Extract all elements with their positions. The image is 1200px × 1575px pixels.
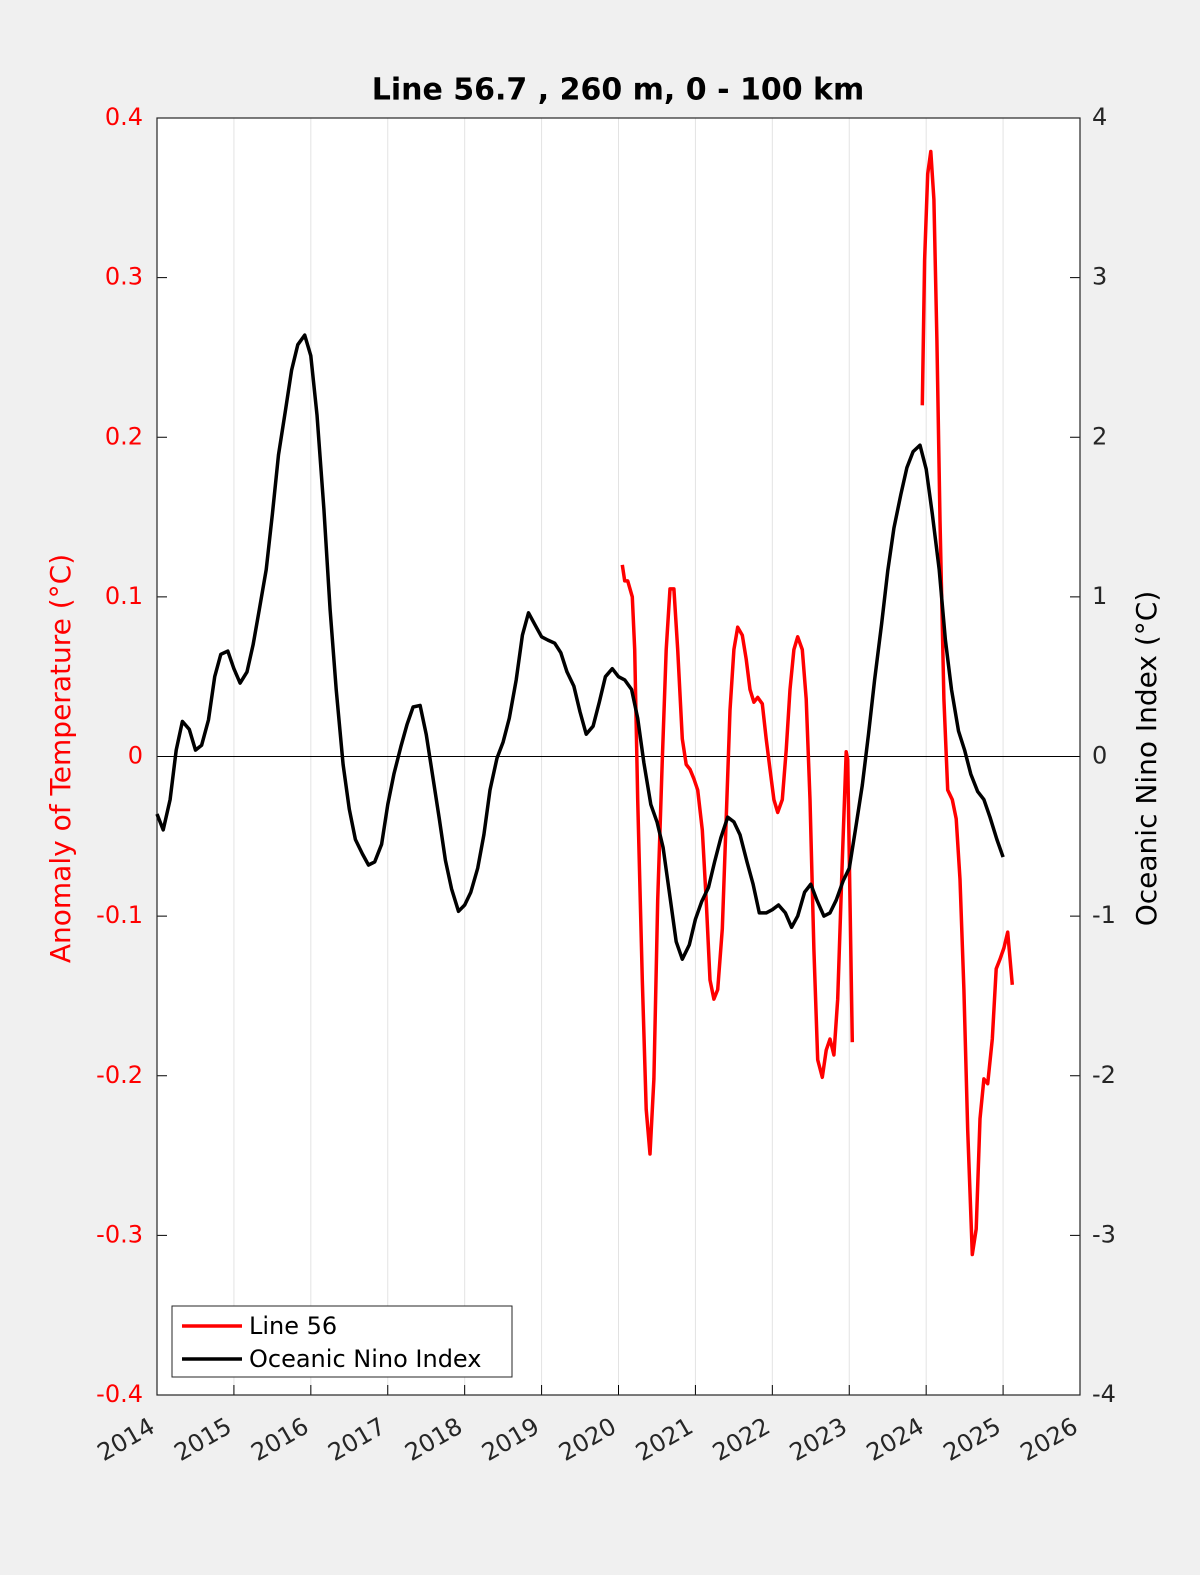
x-tick-label: 2025 <box>939 1412 1006 1467</box>
y2-axis-label: Oceanic Nino Index (°C) <box>1130 591 1163 927</box>
y2-tick-label: -3 <box>1092 1220 1116 1248</box>
x-tick-label: 2016 <box>246 1412 313 1467</box>
y2-tick-label: 3 <box>1092 263 1107 291</box>
y-tick-label: 0.2 <box>105 422 143 450</box>
y2-tick-label: 2 <box>1092 422 1107 450</box>
x-tick-label: 2022 <box>708 1412 775 1467</box>
legend: Line 56 Oceanic Nino Index <box>171 1305 513 1378</box>
x-tick-label: 2019 <box>477 1412 544 1467</box>
x-tick-label: 2015 <box>170 1412 237 1467</box>
y-tick-label: 0.1 <box>105 582 143 610</box>
y-tick-label: -0.1 <box>96 901 143 929</box>
y2-tick-label: 0 <box>1092 742 1107 770</box>
x-tick-label: 2020 <box>554 1412 621 1467</box>
y-tick-label: 0 <box>128 742 143 770</box>
series-line <box>620 149 1015 1257</box>
chart-title: Line 56.7 , 260 m, 0 - 100 km <box>372 73 865 108</box>
y-axis-label: Anomaly of Temperature (°C) <box>44 554 77 963</box>
y-tick-label: -0.3 <box>96 1220 143 1248</box>
x-tick-label: 2017 <box>323 1412 390 1467</box>
plot-frame <box>156 117 1081 1396</box>
x-tick-label: 2018 <box>400 1412 467 1467</box>
x-tick-label: 2014 <box>93 1412 160 1467</box>
x-tick-label: 2021 <box>631 1412 698 1467</box>
legend-label: Line 56 <box>249 1312 337 1340</box>
y2-tick-label: 4 <box>1092 103 1107 131</box>
y2-tick-label: 1 <box>1092 582 1107 610</box>
y-tick-label: -0.4 <box>96 1380 143 1408</box>
y-tick-label: 0.4 <box>105 103 143 131</box>
x-tick-label: 2024 <box>862 1412 929 1467</box>
y2-tick-label: -2 <box>1092 1061 1116 1089</box>
x-tick-label: 2023 <box>785 1412 852 1467</box>
x-tick-label: 2026 <box>1016 1412 1083 1467</box>
legend-box <box>171 1305 513 1378</box>
y2-tick-label: -4 <box>1092 1380 1116 1408</box>
legend-label: Oceanic Nino Index <box>249 1345 481 1373</box>
y-tick-label: -0.2 <box>96 1061 143 1089</box>
series-line <box>155 333 1005 961</box>
y2-tick-label: -1 <box>1092 901 1116 929</box>
y-tick-label: 0.3 <box>105 263 143 291</box>
